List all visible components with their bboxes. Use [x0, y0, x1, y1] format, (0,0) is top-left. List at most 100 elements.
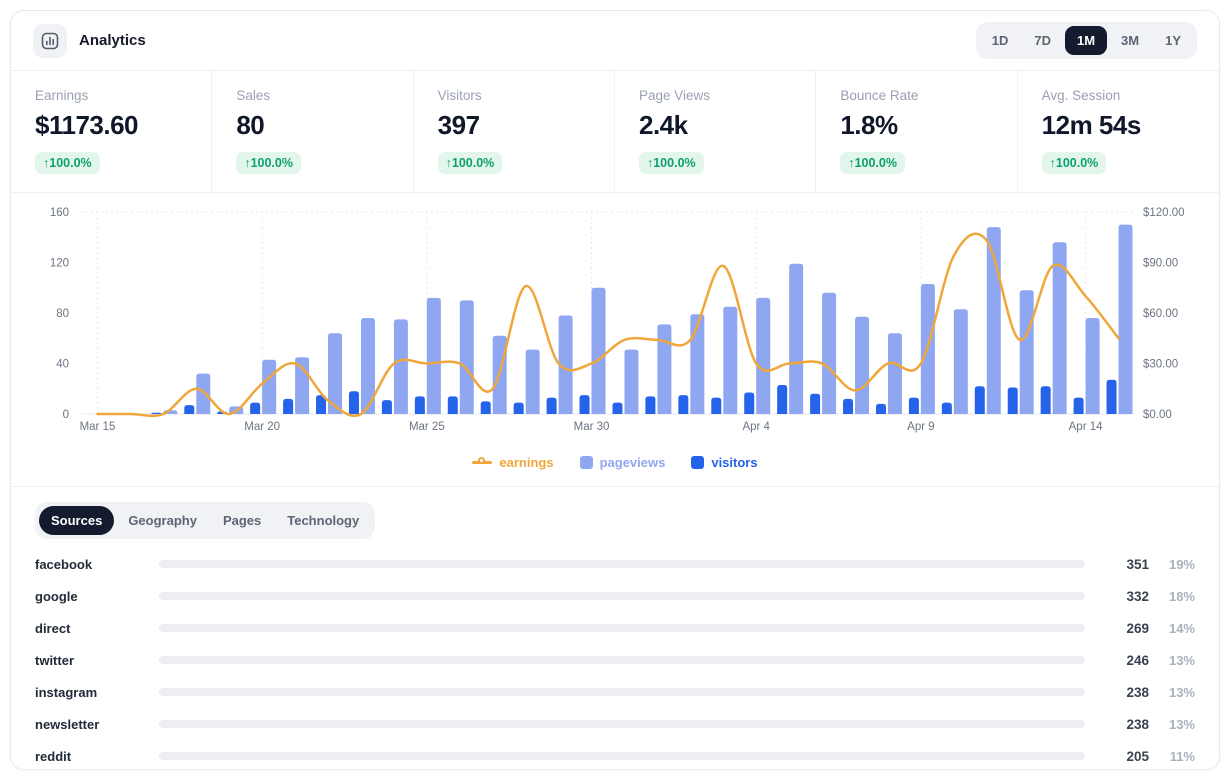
- pageviews-bar: [657, 324, 672, 414]
- visitors-bar: [1073, 397, 1084, 414]
- tab-geography[interactable]: Geography: [116, 506, 209, 535]
- stat-label: Avg. Session: [1041, 88, 1121, 103]
- right-axis-tick: $0.00: [1143, 409, 1172, 421]
- source-label: direct: [35, 620, 71, 636]
- x-tick-label: Mar 15: [80, 421, 116, 433]
- pageviews-bar: [360, 318, 375, 414]
- stat-card-sales: Sales 80 ↑100.0%: [212, 71, 414, 192]
- pageviews-bar: [887, 333, 902, 414]
- visitors-bar: [546, 397, 557, 414]
- legend-label: earnings: [499, 454, 554, 470]
- source-label: facebook: [35, 556, 93, 572]
- pageviews-bar: [525, 349, 540, 414]
- visitors-bar: [941, 402, 952, 414]
- range-button-1d[interactable]: 1D: [980, 26, 1021, 55]
- pageviews-bar: [328, 333, 343, 414]
- range-button-7d[interactable]: 7D: [1022, 26, 1063, 55]
- visitors-bar: [250, 402, 261, 414]
- visitors-bar: [843, 398, 854, 414]
- stat-value: $1173.60: [35, 110, 139, 140]
- pageviews-bar: [1019, 290, 1034, 414]
- legend-swatch-icon: [691, 455, 705, 469]
- pageviews-bar: [690, 314, 705, 414]
- source-value: 238: [1126, 716, 1149, 732]
- left-axis-tick: 80: [56, 308, 69, 320]
- pageviews-bar: [393, 319, 408, 414]
- source-value: 246: [1126, 652, 1149, 668]
- pageviews-bar: [558, 315, 573, 414]
- stat-card-earnings: Earnings $1173.60 ↑100.0%: [11, 71, 213, 192]
- source-value: 205: [1126, 748, 1149, 764]
- range-button-1m[interactable]: 1M: [1064, 26, 1108, 55]
- combo-chart-svg: Mar 15 Mar 20 Mar 25 Mar 30 Apr 4 Apr 9 Apr 14…: [50, 207, 1185, 433]
- visitors-bar: [908, 397, 919, 414]
- source-row-twitter: twitter 246 13%: [35, 644, 1195, 676]
- source-bar-track: [159, 624, 1085, 632]
- stat-card-visitors: Visitors 397 ↑100.0%: [414, 71, 615, 192]
- visitors-bar: [184, 405, 195, 414]
- source-row-direct: direct 269 14%: [35, 612, 1195, 644]
- source-row-reddit: reddit 205 11%: [35, 740, 1195, 769]
- tabs-section: Sources Geography Pages Technology: [11, 486, 1219, 539]
- source-row-facebook: facebook 351 19%: [35, 548, 1195, 580]
- right-axis-tick: $120.00: [1143, 207, 1185, 219]
- tab-technology[interactable]: Technology: [275, 506, 371, 535]
- stat-change-badge: ↑100.0%: [437, 152, 503, 174]
- pageviews-bar: [855, 316, 870, 414]
- visitors-bar: [645, 396, 656, 414]
- range-button-3m[interactable]: 3M: [1109, 26, 1151, 55]
- range-button-1y[interactable]: 1Y: [1153, 26, 1193, 55]
- source-row-instagram: instagram 238 13%: [35, 676, 1195, 708]
- visitors-bar: [875, 403, 886, 414]
- pageviews-bar: [262, 359, 277, 414]
- legend-label: visitors: [711, 454, 758, 470]
- stat-label: Bounce Rate: [840, 88, 919, 103]
- pageviews-bar: [1085, 318, 1100, 414]
- pageviews-bar: [196, 373, 211, 414]
- pageviews-bar: [723, 306, 738, 414]
- stat-value: 2.4k: [638, 110, 688, 140]
- legend-item-pageviews[interactable]: pageviews: [579, 454, 666, 470]
- source-bar-track: [159, 688, 1085, 696]
- legend-line-marker-icon: [472, 457, 493, 464]
- stat-label: Sales: [236, 88, 271, 103]
- source-value: 238: [1126, 684, 1149, 700]
- stat-card-bounce-rate: Bounce Rate 1.8% ↑100.0%: [816, 71, 1018, 192]
- pageviews-bar: [459, 300, 474, 414]
- source-bar-track: [159, 592, 1085, 600]
- source-bar-track: [159, 720, 1085, 728]
- visitors-bar: [283, 398, 294, 414]
- left-axis-tick: 0: [63, 409, 69, 421]
- bar-chart-icon: [33, 23, 67, 58]
- visitors-bar: [1106, 379, 1117, 414]
- stat-label: Page Views: [638, 88, 711, 103]
- source-bar-track: [159, 560, 1085, 568]
- source-percent: 11%: [1169, 748, 1195, 764]
- legend-item-earnings[interactable]: earnings: [472, 454, 554, 470]
- source-percent: 13%: [1168, 652, 1195, 668]
- source-percent: 13%: [1168, 716, 1195, 732]
- source-value: 332: [1126, 588, 1149, 604]
- source-label: instagram: [35, 684, 98, 700]
- visitors-bar: [810, 393, 821, 414]
- stats-row: Earnings $1173.60 ↑100.0% Sales 80 ↑100.0% Vis…: [11, 71, 1219, 193]
- source-label: twitter: [35, 652, 74, 668]
- visitors-bar: [414, 396, 425, 414]
- visitors-bar: [612, 402, 623, 414]
- tab-sources[interactable]: Sources: [39, 506, 115, 535]
- stat-change-badge: ↑100.0%: [236, 152, 301, 174]
- visitors-bar: [777, 384, 788, 414]
- legend-label: pageviews: [599, 454, 666, 470]
- legend-dot-icon: [478, 457, 486, 464]
- legend-item-visitors[interactable]: visitors: [691, 454, 758, 470]
- tab-pages[interactable]: Pages: [211, 506, 273, 535]
- pageviews-bar: [1052, 242, 1067, 414]
- tab-bar: Sources Geography Pages Technology: [35, 502, 376, 539]
- source-label: google: [35, 588, 78, 604]
- pageviews-bar: [822, 292, 837, 414]
- source-bar-track: [159, 752, 1085, 760]
- x-tick-label: Mar 30: [574, 421, 610, 433]
- x-tick-label: Apr 4: [742, 421, 770, 433]
- stat-value: 397: [437, 110, 480, 140]
- right-axis-tick: $60.00: [1143, 308, 1178, 320]
